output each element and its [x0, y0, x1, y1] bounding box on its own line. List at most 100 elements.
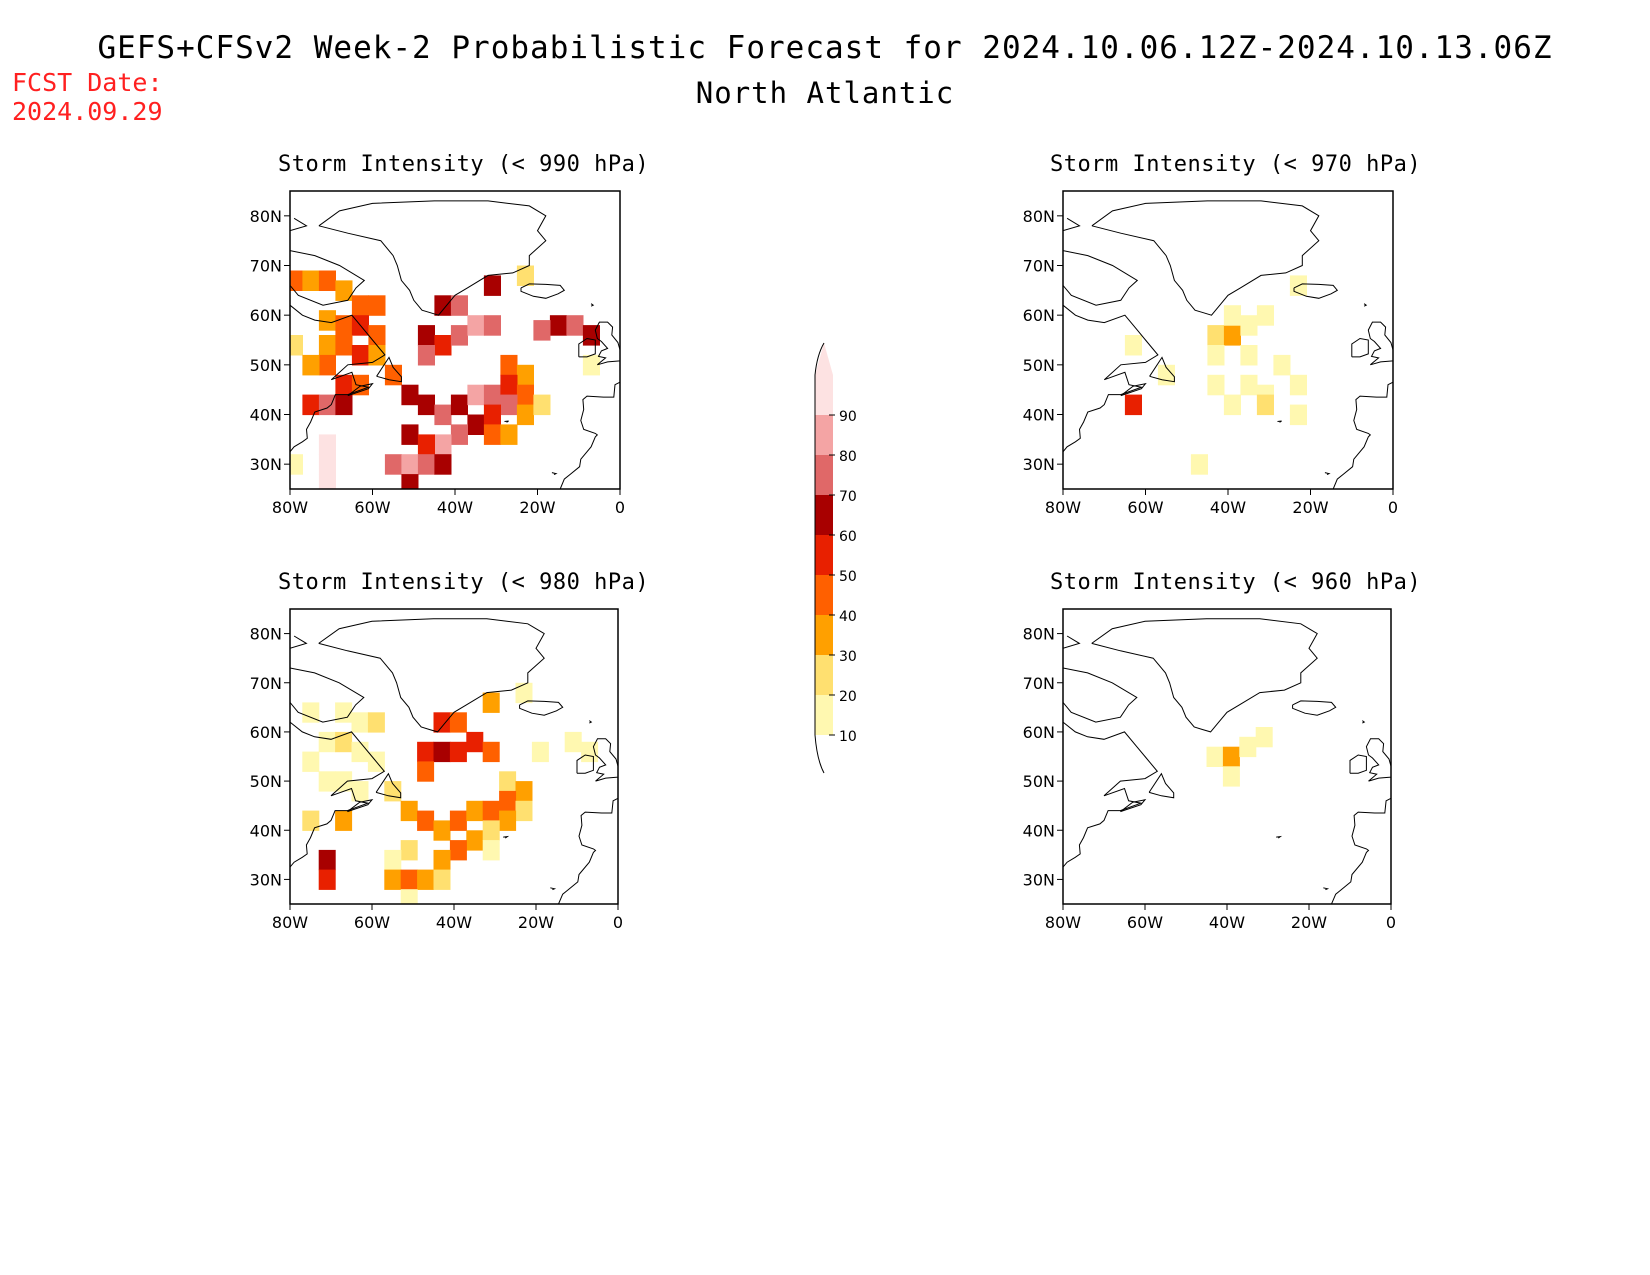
probability-cell	[449, 741, 467, 763]
colorbar-top-cap	[815, 343, 833, 375]
probability-cell	[1223, 325, 1241, 346]
probability-cell	[434, 404, 452, 426]
probability-cell	[384, 454, 402, 475]
probability-cell	[302, 270, 320, 291]
probability-cell	[1289, 404, 1307, 426]
probability-cell	[335, 280, 353, 301]
lat-tick-label: 50N	[250, 772, 282, 791]
probability-cell	[400, 800, 418, 822]
lon-tick-label: 80W	[1045, 913, 1081, 932]
lon-tick-label: 80W	[1045, 498, 1081, 517]
probability-cell	[417, 434, 435, 455]
probability-cell	[351, 712, 369, 733]
panel-title-970: Storm Intensity (< 970 hPa)	[1050, 152, 1422, 177]
lat-tick-label: 40N	[250, 821, 282, 840]
panel-title-960: Storm Intensity (< 960 hPa)	[1050, 570, 1422, 595]
lon-tick-label: 40W	[1209, 913, 1245, 932]
lat-tick-label: 40N	[250, 406, 282, 425]
lon-tick-label: 80W	[272, 913, 308, 932]
probability-cell	[482, 741, 500, 763]
probability-cell	[500, 394, 518, 416]
probability-cell	[515, 800, 533, 822]
lat-tick-label: 60N	[1023, 306, 1055, 325]
lon-tick-label: 0	[1386, 913, 1396, 932]
probability-cell	[335, 810, 353, 831]
fcst-date-value: 2024.09.29	[12, 97, 163, 126]
lat-tick-label: 60N	[250, 306, 282, 325]
probability-cell	[335, 702, 353, 723]
probability-cell	[1223, 305, 1241, 326]
probability-cell	[515, 682, 533, 704]
probability-cell	[318, 335, 336, 356]
colorbar-tick-label: 90	[839, 409, 857, 425]
map-panel: 80N 70N 60N 50N 40N 30N 80W 60W 40W 20W 0	[250, 190, 625, 517]
coastline	[1063, 200, 1393, 489]
panel-title-980: Storm Intensity (< 980 hPa)	[278, 570, 650, 595]
probability-cell	[318, 394, 336, 416]
probability-cell	[351, 345, 369, 366]
probability-cell	[500, 374, 518, 396]
colorbar-swatch	[815, 535, 833, 575]
probability-cell	[433, 849, 451, 871]
probability-cell	[302, 354, 320, 376]
lat-tick-label: 50N	[1023, 772, 1055, 791]
probability-cell	[449, 712, 467, 733]
probability-cell	[1124, 394, 1142, 416]
colorbar-swatch	[815, 615, 833, 655]
probability-cell	[1124, 335, 1142, 356]
lat-tick-label: 70N	[250, 257, 282, 276]
probability-cell	[483, 424, 501, 445]
probability-cell	[318, 454, 336, 475]
lon-tick-label: 60W	[354, 913, 390, 932]
probability-cell	[400, 840, 418, 861]
probability-cell	[483, 404, 501, 426]
probability-cell	[467, 414, 485, 435]
probability-cell	[450, 424, 468, 445]
probability-cell	[1206, 746, 1224, 767]
probability-cell	[302, 394, 320, 416]
probability-cell	[368, 325, 386, 346]
probability-cell	[564, 731, 582, 753]
lat-tick-label: 30N	[1023, 870, 1055, 889]
colorbar-swatch	[815, 415, 833, 455]
panel-title-990: Storm Intensity (< 990 hPa)	[278, 152, 650, 177]
probability-cell	[318, 474, 336, 489]
probability-cell	[351, 741, 369, 763]
colorbar-swatch	[815, 375, 833, 415]
lon-tick-label: 80W	[272, 498, 308, 517]
probability-cell	[367, 712, 385, 733]
probability-cell	[335, 335, 353, 356]
lon-tick-label: 60W	[1127, 498, 1163, 517]
probability-cell	[401, 454, 419, 475]
probability-cell	[401, 474, 419, 489]
colorbar: 10 20 30 40 50 60 70 80 90	[814, 342, 857, 774]
probability-cell	[335, 771, 353, 792]
probability-cell	[482, 820, 500, 841]
colorbar-tick-label: 10	[839, 729, 857, 745]
probability-cell	[1207, 374, 1225, 396]
colorbar-tick-label: 30	[839, 649, 857, 665]
probability-cell	[1222, 766, 1240, 787]
colorbar-tick-label: 70	[839, 489, 857, 505]
probability-cell	[417, 761, 435, 782]
probability-cell	[384, 849, 402, 871]
fcst-date-label: FCST Date:	[12, 68, 163, 97]
lat-tick-label: 80N	[250, 625, 282, 644]
lon-tick-label: 20W	[1291, 913, 1327, 932]
probability-cell	[368, 295, 386, 316]
probability-cell	[351, 295, 369, 316]
probability-cell	[467, 315, 485, 336]
probability-cell	[533, 320, 551, 341]
map-panel: 80N 70N 60N 50N 40N 30N 80W 60W 40W 20W 0	[1023, 190, 1398, 517]
probability-cell	[516, 384, 534, 406]
probability-cell	[466, 800, 484, 822]
probability-cell	[417, 325, 435, 346]
colorbar-swatch	[815, 495, 833, 535]
probability-cell	[400, 889, 418, 904]
lon-tick-label: 40W	[1210, 498, 1246, 517]
lon-tick-label: 0	[615, 498, 625, 517]
probability-cell	[417, 454, 435, 475]
probability-field	[290, 265, 600, 489]
lon-tick-label: 20W	[1292, 498, 1328, 517]
